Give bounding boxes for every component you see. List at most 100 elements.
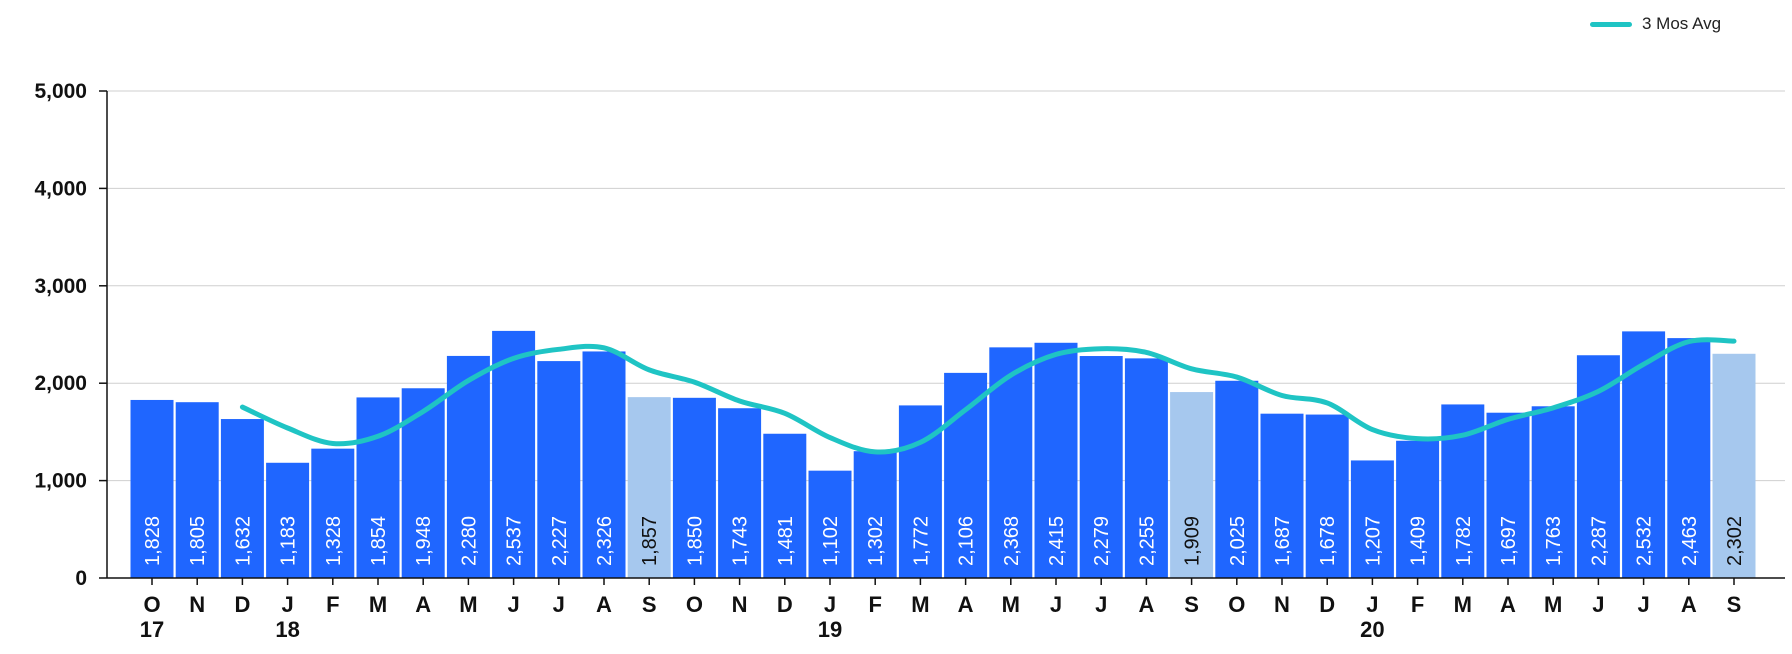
bar-value-label: 1,948: [413, 516, 435, 566]
bar: [1170, 392, 1214, 578]
data-labels: 1,828 1,805 1,632 1,183 1,328 1,854 1,948 2,280…: [142, 516, 1746, 566]
x-tick-label: M: [1544, 592, 1562, 617]
x-tick-label: A: [596, 592, 612, 617]
y-tick-label: 3,000: [34, 275, 87, 298]
bar-value-label: 1,302: [865, 516, 887, 566]
x-tick-label: J: [1637, 592, 1649, 617]
bar-value-label: 2,415: [1046, 516, 1068, 566]
bar-value-label: 2,302: [1724, 516, 1746, 566]
bar-value-label: 2,287: [1588, 516, 1610, 566]
bar-value-label: 2,255: [1136, 516, 1158, 566]
x-tick-label: O: [686, 592, 703, 617]
bar-value-label: 2,368: [1001, 516, 1023, 566]
x-tick-label: J: [507, 592, 519, 617]
bar: [1667, 338, 1711, 578]
x-tick-label: D: [777, 592, 793, 617]
bar: [718, 408, 762, 578]
bar-series: [130, 330, 1756, 578]
x-tick-label: A: [1138, 592, 1154, 617]
x-year-label: 18: [275, 617, 299, 642]
y-tick-label: 0: [75, 567, 87, 590]
x-tick-label: O: [143, 592, 160, 617]
x-year-label: 19: [818, 617, 842, 642]
bar-value-label: 1,828: [142, 516, 164, 566]
x-tick-label: M: [911, 592, 929, 617]
y-axis-ticks: 0 1,000 2,000 3,000 4,000 5,000: [34, 80, 107, 590]
bar-value-label: 1,805: [187, 516, 209, 566]
bar-value-label: 1,850: [684, 516, 706, 566]
x-tick-label: M: [459, 592, 477, 617]
y-tick-label: 5,000: [34, 80, 87, 103]
bar-value-label: 1,678: [1317, 516, 1339, 566]
bar: [1531, 406, 1575, 578]
bar-value-label: 2,537: [504, 516, 526, 566]
x-tick-label: A: [415, 592, 431, 617]
bar-value-label: 2,279: [1091, 516, 1113, 566]
x-tick-label: J: [553, 592, 565, 617]
x-tick-label: M: [1002, 592, 1020, 617]
x-tick-label: N: [1274, 592, 1290, 617]
bar-value-label: 1,782: [1453, 516, 1475, 566]
bar-value-label: 2,025: [1227, 516, 1249, 566]
bar: [266, 462, 310, 578]
y-tick-label: 1,000: [34, 470, 87, 493]
bar: [1124, 358, 1168, 578]
x-tick-label: D: [1319, 592, 1335, 617]
bar-value-label: 2,280: [458, 516, 480, 566]
bar: [1305, 414, 1349, 578]
x-year-label: 20: [1360, 617, 1384, 642]
bar: [672, 397, 716, 578]
avg-line-path: [239, 337, 1737, 455]
bar: [537, 361, 581, 578]
bar: [1260, 413, 1304, 578]
bar-value-label: 1,102: [820, 516, 842, 566]
legend-line-swatch: [1590, 21, 1632, 27]
bar-value-label: 1,481: [775, 516, 797, 566]
x-tick-label: S: [642, 592, 657, 617]
bar-value-label: 2,463: [1679, 516, 1701, 566]
x-tick-label: J: [1592, 592, 1604, 617]
bar: [311, 448, 355, 578]
x-tick-label: F: [326, 592, 339, 617]
bar-value-label: 1,632: [232, 516, 254, 566]
axes: [106, 91, 1785, 579]
bar-value-label: 2,326: [594, 516, 616, 566]
bar: [853, 451, 897, 578]
x-tick-label: N: [732, 592, 748, 617]
bar: [582, 351, 626, 578]
x-tick-label: J: [824, 592, 836, 617]
x-tick-label: A: [1500, 592, 1516, 617]
legend-label: 3 Mos Avg: [1642, 14, 1722, 33]
x-tick-label: F: [868, 592, 881, 617]
y-tick-label: 2,000: [34, 372, 87, 395]
bar-value-label: 2,532: [1634, 516, 1656, 566]
bar-value-label: 1,854: [368, 516, 390, 566]
x-tick-label: J: [1095, 592, 1107, 617]
x-tick-label: F: [1411, 592, 1424, 617]
bar-value-label: 1,183: [278, 516, 300, 566]
bar: [627, 397, 671, 578]
x-tick-label: N: [189, 592, 205, 617]
bar: [1486, 412, 1530, 578]
x-tick-label: A: [1681, 592, 1697, 617]
x-tick-label: M: [369, 592, 387, 617]
x-year-label: 17: [140, 617, 164, 642]
bar-value-label: 1,687: [1272, 516, 1294, 566]
bar-value-label: 1,328: [323, 516, 345, 566]
bar-value-label: 1,909: [1182, 516, 1204, 566]
bar-value-label: 1,857: [639, 516, 661, 566]
x-tick-label: O: [1228, 592, 1245, 617]
x-tick-label: S: [1727, 592, 1742, 617]
bar: [1350, 460, 1394, 578]
bar-value-label: 2,106: [956, 516, 978, 566]
x-tick-label: M: [1454, 592, 1472, 617]
x-tick-label: D: [234, 592, 250, 617]
bar: [130, 399, 174, 578]
bar: [1712, 353, 1756, 578]
x-tick-label: J: [1366, 592, 1378, 617]
x-tick-label: S: [1184, 592, 1199, 617]
bar: [220, 419, 264, 578]
bar-value-label: 1,409: [1408, 516, 1430, 566]
bar: [175, 402, 219, 578]
